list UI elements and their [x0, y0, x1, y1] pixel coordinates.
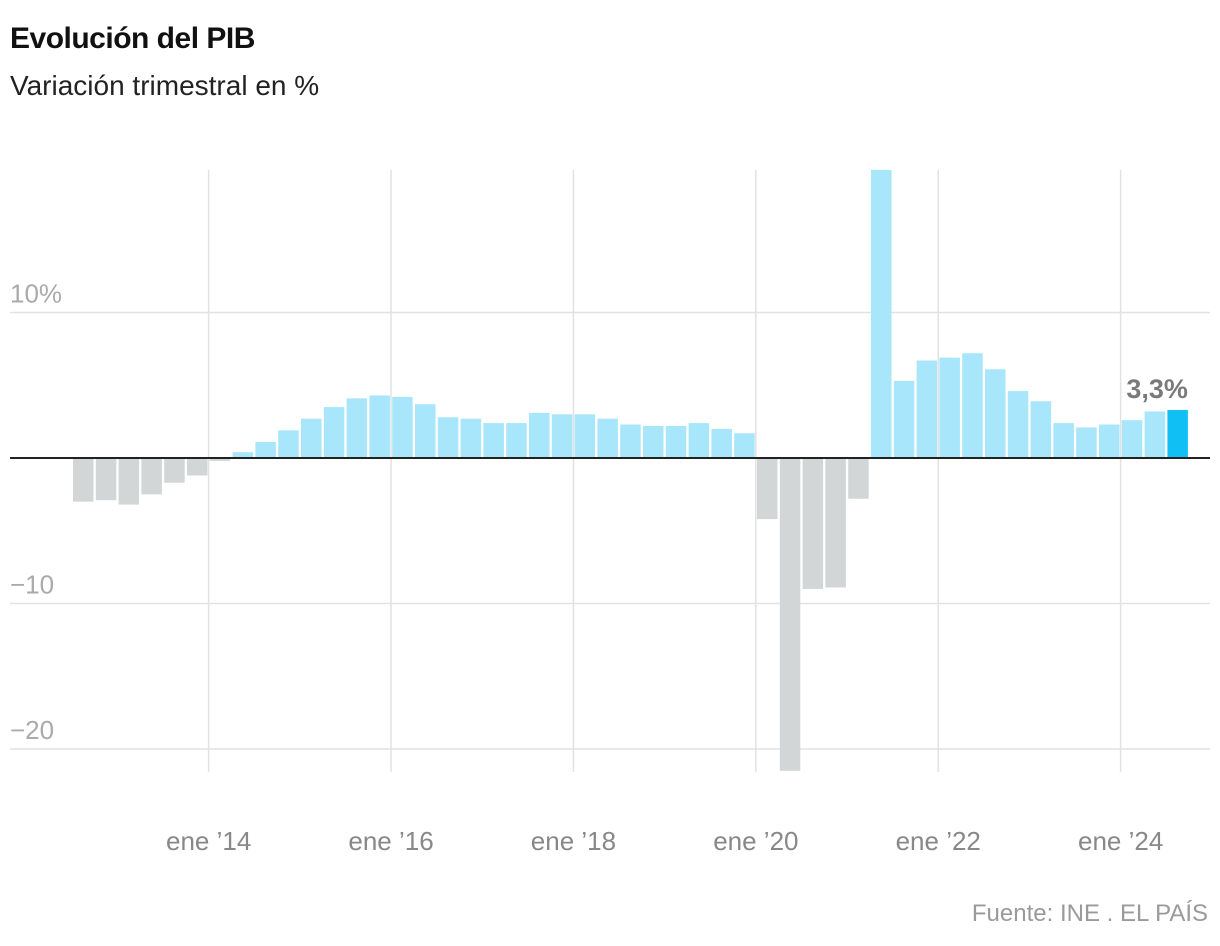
bar	[187, 458, 208, 476]
bar	[369, 395, 390, 458]
bar	[346, 398, 368, 458]
bar	[757, 458, 778, 520]
y-tick-label: −10	[10, 570, 54, 600]
bar	[551, 414, 573, 458]
x-tick-label: ene ’16	[348, 826, 433, 856]
bar	[848, 458, 869, 499]
bar	[643, 425, 664, 458]
bar	[665, 425, 687, 458]
bar	[711, 428, 732, 458]
bar	[1099, 424, 1120, 458]
bar	[985, 369, 1006, 458]
bar	[734, 433, 755, 458]
bar	[460, 418, 482, 458]
bar	[415, 404, 436, 458]
y-gridlines	[10, 311, 1210, 750]
bar	[574, 414, 596, 458]
bar	[323, 407, 345, 458]
x-tick-label: ene ’14	[166, 826, 251, 856]
bar	[893, 380, 915, 458]
bar	[1053, 423, 1074, 458]
y-tick-label: 10%	[10, 279, 62, 309]
bar	[802, 458, 824, 589]
bar	[506, 423, 527, 458]
bar	[939, 357, 960, 458]
bar	[688, 423, 710, 458]
bar	[871, 169, 892, 458]
bar	[437, 417, 459, 458]
bar	[209, 458, 231, 461]
bar	[1144, 411, 1166, 458]
x-tick-label: ene ’24	[1078, 826, 1163, 856]
bar	[1076, 427, 1097, 458]
bar	[620, 424, 641, 458]
x-tick-label: ene ’20	[713, 826, 798, 856]
bar	[255, 441, 276, 458]
bars	[73, 169, 1188, 771]
y-tick-label: −20	[10, 715, 54, 745]
bar	[301, 418, 322, 458]
bar	[95, 458, 117, 501]
highlight-bar	[1167, 409, 1188, 458]
source-credit: Fuente: INE . EL PAÍS	[971, 900, 1208, 927]
bar	[1121, 420, 1143, 458]
chart-subtitle: Variación trimestral en %	[10, 70, 320, 101]
bar	[916, 360, 938, 458]
bar	[1030, 401, 1052, 458]
bar	[118, 458, 140, 505]
bar	[141, 458, 162, 495]
x-tick-label: ene ’18	[531, 826, 616, 856]
x-tick-label: ene ’22	[896, 826, 981, 856]
bar	[1007, 391, 1029, 458]
last-value-label: 3,3%	[1126, 374, 1188, 404]
axis-labels: 10% −10 −20 ene ’14 ene ’16 ene ’18 ene ’20 ene…	[10, 279, 1188, 857]
bar	[232, 452, 254, 458]
bar	[825, 458, 846, 588]
bar	[278, 430, 299, 458]
bar	[529, 412, 550, 458]
bar	[164, 458, 185, 483]
bar	[597, 418, 618, 458]
bar	[483, 423, 504, 458]
x-gridlines	[207, 170, 1122, 772]
chart-title: Evolución del PIB	[10, 22, 255, 55]
bar	[392, 396, 413, 458]
bar	[779, 458, 801, 771]
bar	[73, 458, 94, 502]
bar	[962, 353, 983, 458]
